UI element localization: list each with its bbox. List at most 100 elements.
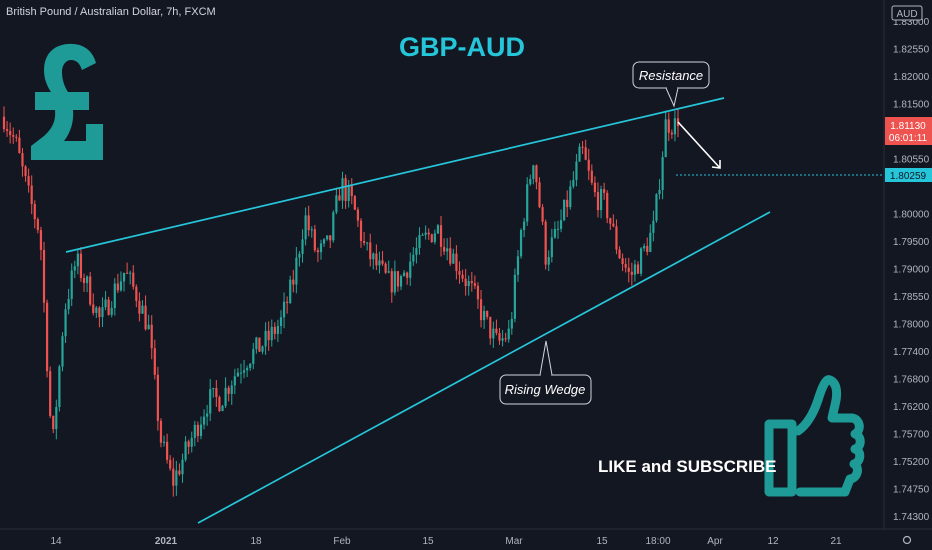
candle-down	[273, 326, 276, 334]
candle-down	[630, 271, 633, 275]
candle-down	[670, 132, 673, 135]
candle-up	[418, 235, 421, 249]
candle-down	[375, 253, 378, 266]
candle-up	[366, 242, 369, 244]
candle-down	[621, 258, 624, 265]
candle-up	[433, 233, 436, 243]
price-axis-ticks: 1.83000 1.82550 1.82000 1.81500 1.80550 1.800…	[893, 17, 930, 523]
candle-down	[544, 221, 547, 265]
price-tick-label: 1.80000	[893, 210, 930, 221]
candle-countdown: 06:01:11	[889, 133, 928, 144]
candle-up	[310, 229, 313, 231]
candle-down	[82, 277, 86, 284]
candle-up	[655, 194, 658, 221]
time-axis[interactable]	[0, 530, 932, 550]
candle-down	[504, 338, 507, 340]
candle-down	[169, 459, 172, 469]
symbol-title: British Pound / Australian Dollar, 7h, F…	[6, 6, 216, 18]
candle-up	[58, 366, 61, 408]
candle-down	[329, 235, 332, 241]
support-trendline[interactable]	[197, 211, 771, 524]
candle-down	[292, 279, 295, 285]
candle-up	[322, 239, 326, 244]
candle-up	[378, 260, 381, 266]
candle-down	[344, 178, 347, 201]
candle-down	[538, 182, 541, 208]
candle-up	[658, 189, 661, 195]
candle-up	[190, 437, 193, 447]
candle-down	[535, 165, 538, 183]
resistance-callout[interactable]: Resistance	[632, 61, 710, 108]
candle-down	[132, 272, 135, 287]
resistance-trendline[interactable]	[65, 97, 725, 253]
candle-down	[338, 195, 341, 201]
candle-down	[135, 286, 138, 301]
candle-up	[424, 232, 427, 235]
candle-up	[639, 248, 643, 274]
candle-up	[649, 232, 652, 252]
candle-up	[335, 195, 338, 213]
candle-down	[116, 283, 119, 291]
candle-up	[550, 237, 553, 258]
candle-down	[89, 276, 92, 305]
candle-up	[553, 229, 556, 238]
candle-down	[495, 328, 498, 333]
candle-up	[492, 328, 495, 339]
currency-label: AUD	[896, 9, 917, 20]
candle-down	[267, 330, 270, 341]
price-tick-label: 1.75200	[893, 457, 930, 468]
candle-up	[55, 407, 58, 430]
candle-up	[559, 220, 563, 229]
candle-up	[246, 367, 249, 371]
candle-down	[156, 374, 159, 421]
candle-up	[129, 272, 132, 274]
candle-down	[92, 304, 95, 313]
wedge-callout[interactable]: Rising Wedge	[499, 340, 592, 405]
price-tick-label: 1.79000	[893, 265, 930, 276]
candle-up	[664, 119, 667, 158]
candle-down	[18, 137, 21, 154]
candle-down	[667, 119, 670, 133]
candle-up	[230, 385, 233, 394]
time-tick-label: Mar	[505, 536, 523, 547]
candle-down	[443, 246, 446, 252]
candle-up	[95, 307, 98, 313]
candle-down	[39, 230, 43, 250]
candle-up	[233, 376, 236, 386]
candle-down	[42, 249, 46, 303]
candle-up	[523, 221, 526, 231]
time-tick-label: 12	[767, 536, 779, 547]
time-axis-ticks: 14 2021 18 Feb 15 Mar 15 18:00 Apr 12 21	[50, 536, 842, 547]
candle-up	[239, 372, 243, 374]
candle-up	[221, 405, 224, 412]
price-tick-label: 1.76800	[893, 375, 930, 386]
candle-down	[12, 135, 15, 137]
price-axis[interactable]	[884, 0, 932, 550]
candle-up	[575, 161, 578, 180]
candle-down	[427, 232, 430, 235]
candle-up	[104, 299, 107, 308]
price-tick-label: 1.81500	[893, 100, 930, 111]
candle-up	[572, 179, 575, 187]
candle-down	[313, 229, 316, 251]
price-tick-label: 1.82000	[893, 72, 930, 83]
candle-down	[498, 332, 501, 341]
time-tick-label: Feb	[333, 536, 351, 547]
candle-down	[362, 240, 366, 243]
level-price-badge[interactable]: 1.80259	[885, 168, 932, 182]
candle-down	[45, 302, 49, 372]
candle-down	[476, 285, 480, 300]
candle-down	[430, 234, 433, 243]
candle-up	[387, 271, 390, 273]
candle-up	[526, 184, 529, 222]
candle-up	[249, 363, 252, 368]
candle-down	[489, 316, 492, 339]
candle-up	[113, 283, 116, 308]
price-tick-label: 1.83000	[893, 17, 930, 28]
candle-up	[599, 189, 603, 211]
candle-down	[166, 441, 169, 460]
axis-settings-icon[interactable]	[892, 534, 922, 546]
last-price-badge[interactable]: 1.81130 06:01:11	[885, 117, 932, 145]
candle-down	[144, 305, 147, 330]
candle-up	[452, 253, 455, 264]
